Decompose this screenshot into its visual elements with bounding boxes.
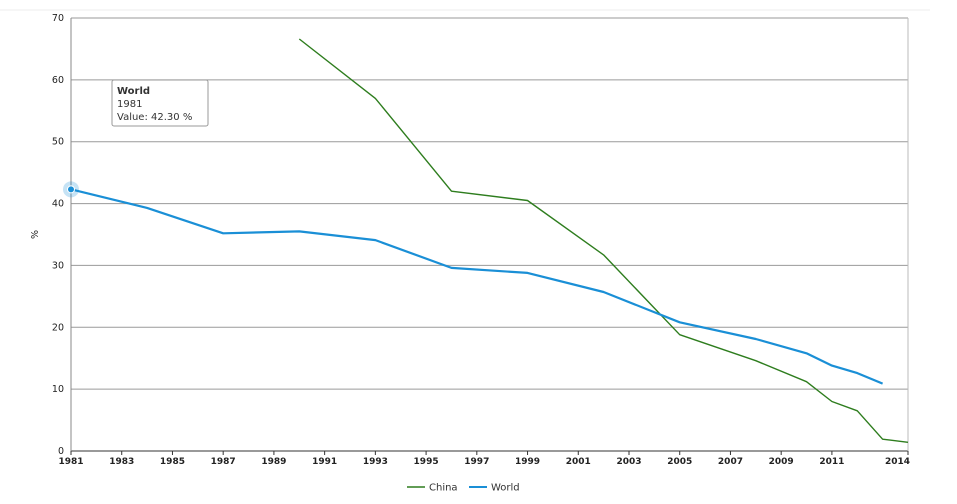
x-tick-label: 1997 <box>464 457 489 467</box>
x-tick-label: 2009 <box>769 457 794 467</box>
x-tick-label: 1991 <box>312 457 337 467</box>
y-tick-label: 70 <box>52 13 64 24</box>
tooltip-year: 1981 <box>117 99 142 110</box>
y-tick-label: 30 <box>52 260 64 271</box>
y-tick-labels: 0 10 20 30 40 50 60 70 <box>52 13 64 457</box>
x-tick-label: 2014 <box>885 457 910 467</box>
x-tick-label: 2003 <box>616 457 641 467</box>
series-line-china <box>298 38 909 443</box>
y-tick-label: 0 <box>58 446 64 457</box>
data-point-marker <box>67 185 75 194</box>
grid-lines <box>71 17 908 390</box>
x-tick-label: 1989 <box>261 457 286 467</box>
legend: China World <box>407 483 520 494</box>
series-lines <box>70 38 909 443</box>
x-tick-label: 1981 <box>58 457 83 467</box>
y-tick-label: 60 <box>52 75 64 86</box>
legend-label-world: World <box>491 483 520 494</box>
tooltip-series-name: World <box>117 86 150 97</box>
x-tick-label: 1995 <box>414 457 439 467</box>
x-tick-label: 2011 <box>819 457 844 467</box>
x-tick-label: 1987 <box>211 457 236 467</box>
axes <box>70 18 909 452</box>
x-tick-label: 2005 <box>667 457 692 467</box>
x-tick-label: 2007 <box>718 457 743 467</box>
y-tick-label: 50 <box>52 137 64 148</box>
tooltip-box <box>111 79 209 127</box>
y-axis-label: % <box>30 230 41 239</box>
y-tick-label: 20 <box>52 322 64 333</box>
hover-marker <box>63 181 79 198</box>
x-tick-label: 1999 <box>515 457 540 467</box>
series-line-world <box>70 188 884 385</box>
x-tick-label: 1993 <box>363 457 388 467</box>
x-tick-label: 1983 <box>109 457 134 467</box>
x-tick-labels: 1981 1983 1985 1987 1989 1991 1993 1995 1997 1999… <box>58 451 910 467</box>
legend-label-china: China <box>429 483 458 494</box>
y-tick-label: 10 <box>52 384 64 395</box>
tooltip-value: Value: 42.30 % <box>117 112 192 123</box>
y-tick-label: 40 <box>52 199 64 210</box>
tooltip: World 1981 Value: 42.30 % <box>111 79 209 127</box>
x-tick-label: 1985 <box>160 457 185 467</box>
x-tick-label: 2001 <box>566 457 591 467</box>
